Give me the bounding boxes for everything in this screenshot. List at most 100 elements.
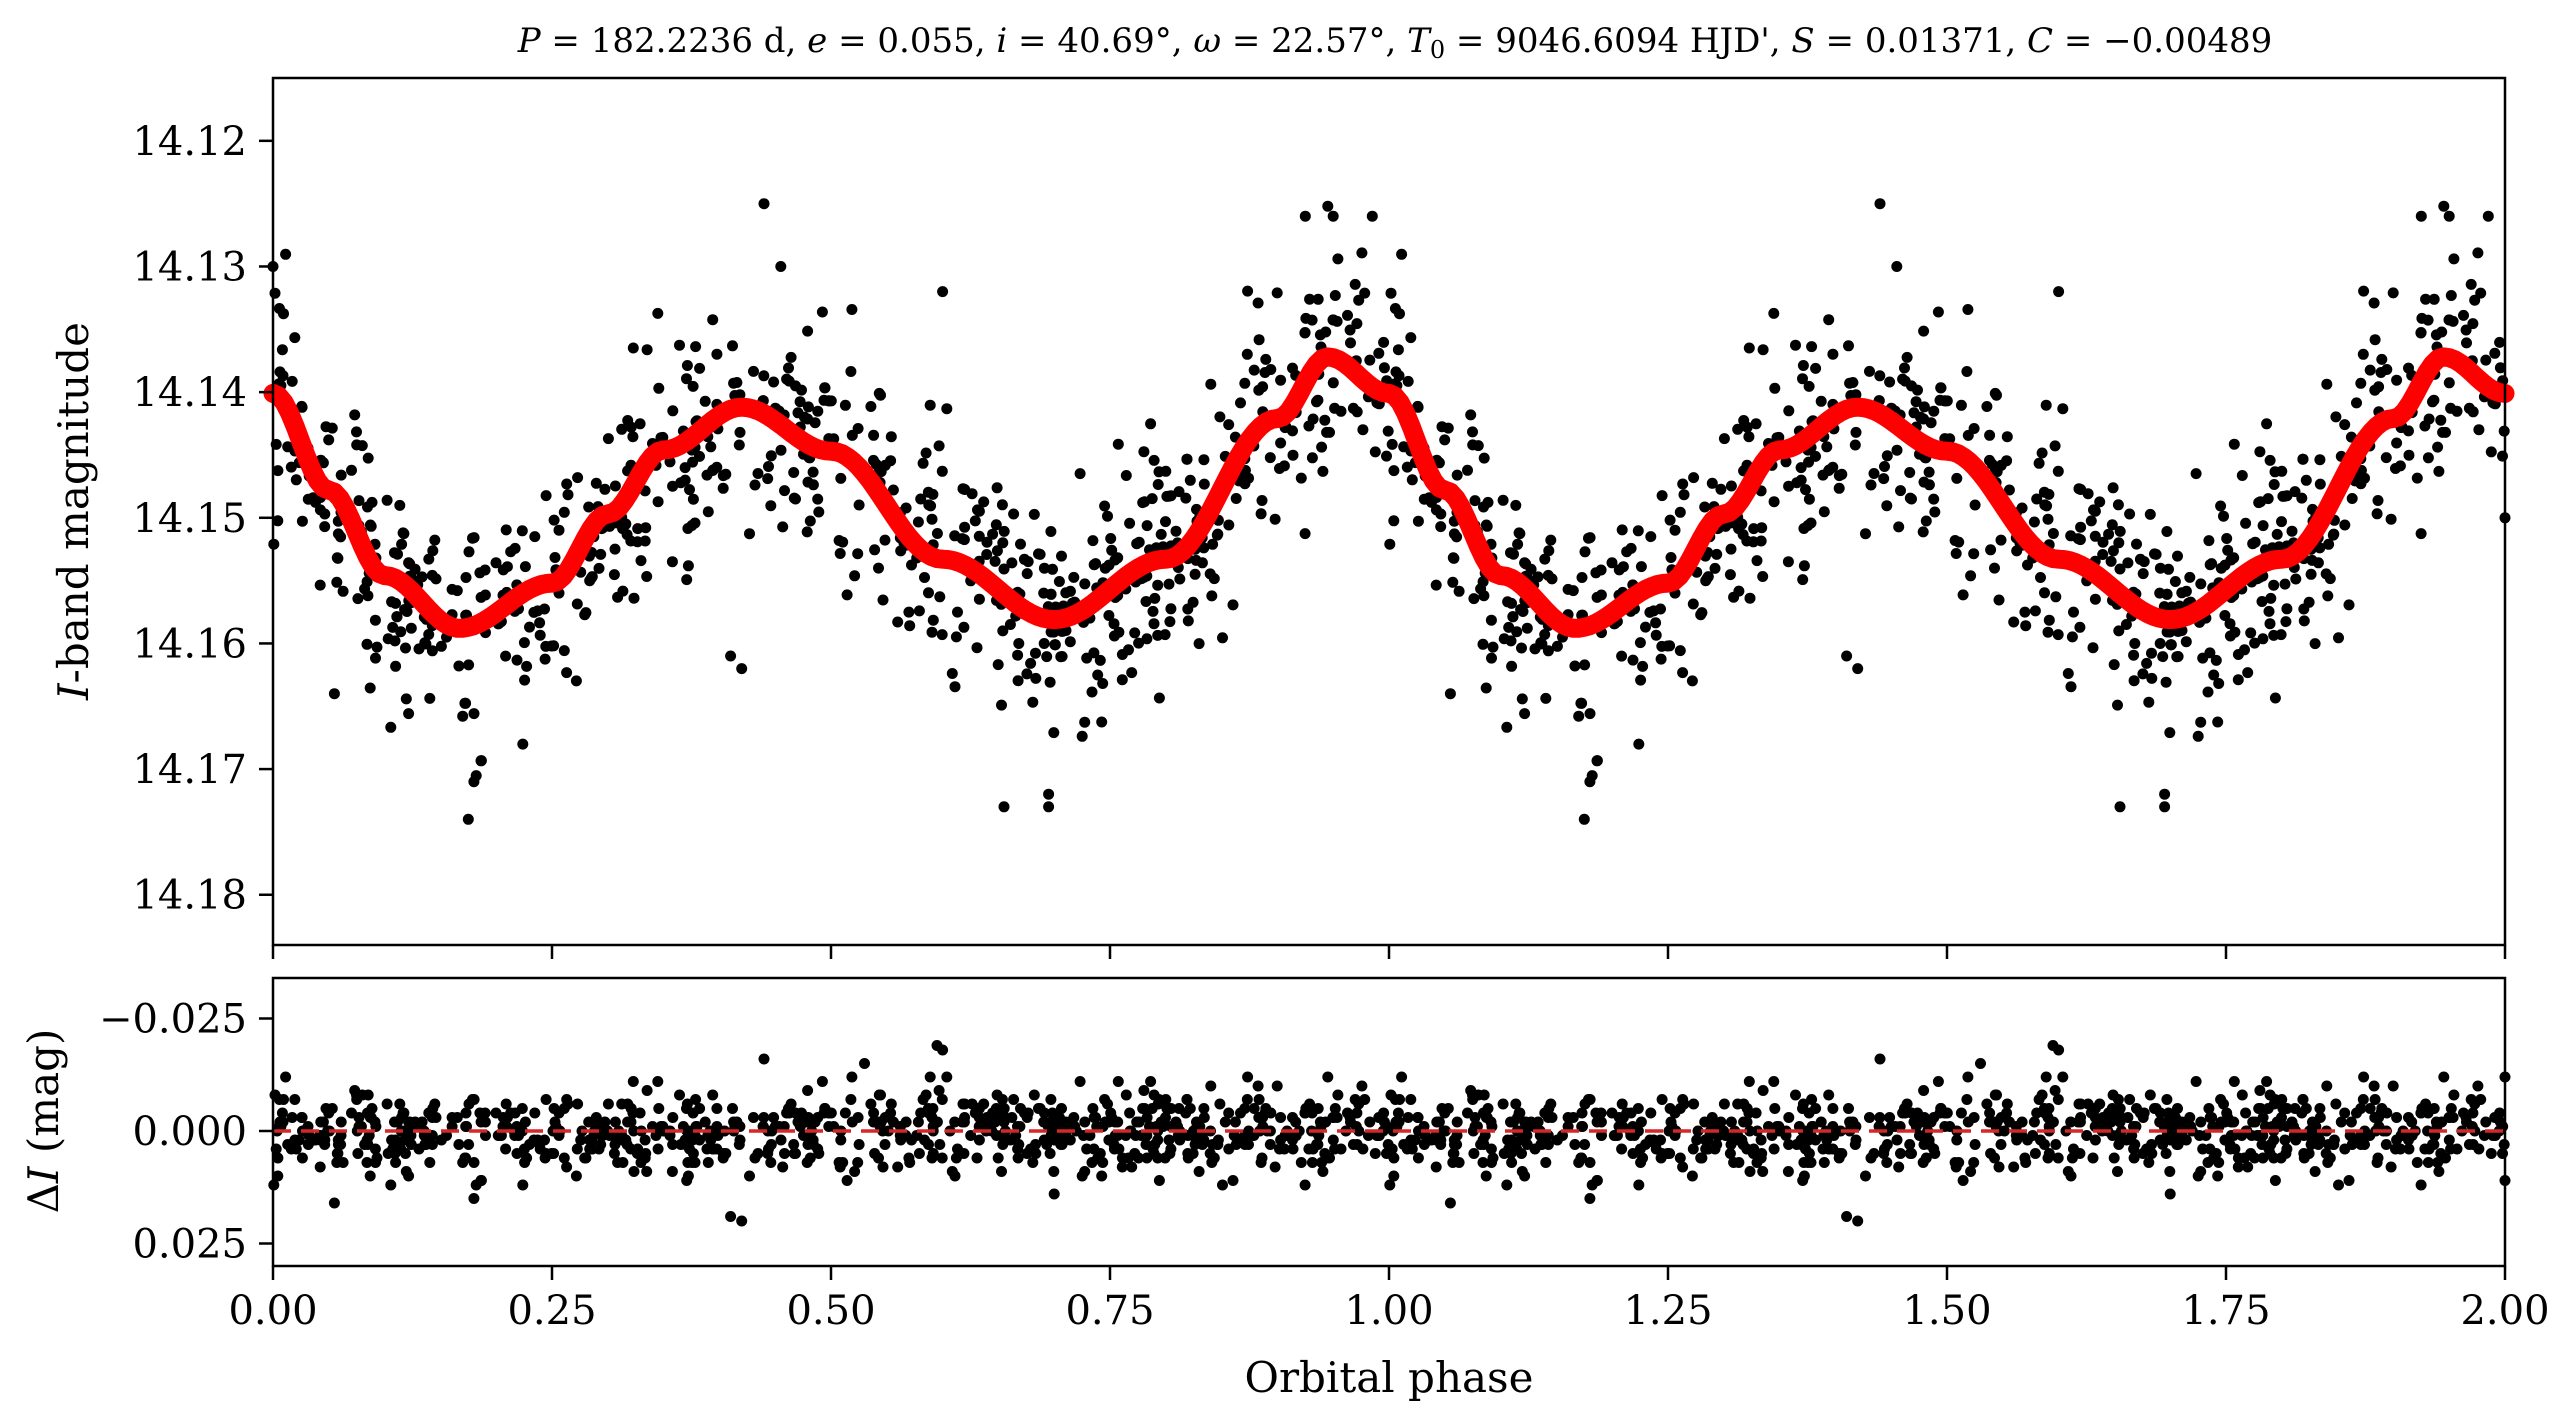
magnitude-point [2112, 699, 2123, 711]
magnitude-point [558, 506, 570, 518]
residual-point [2089, 1112, 2101, 1123]
magnitude-point [1485, 614, 1497, 626]
magnitude-point [2128, 675, 2140, 687]
magnitude-point [353, 495, 365, 507]
magnitude-point [2039, 499, 2051, 511]
magnitude-point [1635, 674, 1647, 686]
magnitude-point [1881, 500, 1893, 512]
residual-point [1885, 1121, 1897, 1132]
magnitude-point [707, 314, 719, 326]
residual-point [1480, 1170, 1492, 1182]
magnitude-point [1575, 697, 1587, 709]
magnitude-point [580, 607, 592, 619]
magnitude-point [539, 653, 551, 665]
residual-point [2039, 1139, 2050, 1150]
magnitude-point [869, 544, 881, 556]
magnitude-point [1332, 253, 1344, 265]
magnitude-point [1803, 380, 1815, 392]
residual-point [2333, 1179, 2344, 1191]
residual-point [1271, 1080, 1283, 1092]
magnitude-point [2460, 324, 2472, 336]
residual-point [1204, 1148, 1216, 1159]
magnitude-point [640, 522, 652, 534]
magnitude-point [1955, 399, 1967, 411]
magnitude-point [1160, 516, 1171, 528]
magnitude-point [391, 611, 403, 623]
residual-point [1828, 1130, 1840, 1141]
magnitude-point [2157, 651, 2169, 663]
magnitude-point [1783, 405, 1795, 417]
residual-point [1953, 1157, 1965, 1168]
magnitude-point [2314, 454, 2326, 466]
residual-point [463, 1139, 475, 1150]
residual-point [2008, 1161, 2020, 1173]
residual-point [1487, 1152, 1499, 1164]
magnitude-point [1984, 429, 1996, 441]
magnitude-outlier-point [2482, 210, 2494, 222]
residual-point [2368, 1080, 2380, 1092]
magnitude-point [2265, 592, 2277, 604]
magnitude-point [2036, 447, 2048, 459]
magnitude-point [475, 755, 487, 767]
magnitude-point [1094, 654, 1106, 666]
magnitude-point [1985, 544, 1997, 556]
residual-point [1390, 1116, 1402, 1128]
magnitude-point [548, 514, 560, 526]
residual-point [2112, 1166, 2123, 1177]
residual-outlier-point [468, 1193, 480, 1204]
magnitude-point [2380, 452, 2392, 464]
magnitude-point [2428, 293, 2440, 305]
magnitude-point [1181, 453, 1193, 465]
residual-point [1616, 1143, 1628, 1155]
residual-point [1165, 1143, 1177, 1155]
magnitude-y-label: I-band magnitude [49, 322, 98, 701]
residual-point [583, 1116, 595, 1128]
magnitude-point [1287, 449, 1299, 461]
magnitude-point [920, 447, 932, 459]
magnitude-point [389, 635, 401, 647]
residual-point [1577, 1121, 1588, 1132]
magnitude-point [1868, 468, 1880, 479]
residual-point [337, 1157, 349, 1168]
magnitude-point [1928, 405, 1940, 417]
residual-point [1732, 1098, 1744, 1110]
magnitude-point [1656, 640, 1668, 652]
magnitude-point [2224, 618, 2236, 630]
magnitude-point [1962, 429, 1974, 441]
magnitude-point [1576, 572, 1588, 583]
magnitude-point [1274, 463, 1285, 474]
magnitude-point [2303, 596, 2315, 608]
magnitude-point [1743, 342, 1755, 354]
residual-point [1744, 1125, 1756, 1137]
x-tick-label: 0.75 [1065, 1288, 1154, 1334]
magnitude-point [717, 482, 729, 494]
magnitude-point [768, 376, 780, 388]
magnitude-point [788, 467, 800, 478]
magnitude-point [2019, 606, 2031, 618]
magnitude-point [1920, 515, 1932, 527]
residual-point [2321, 1080, 2333, 1092]
residual-point [529, 1107, 541, 1119]
magnitude-outlier-point [775, 261, 787, 272]
magnitude-point [2286, 525, 2298, 537]
magnitude-point [593, 562, 605, 574]
magnitude-point [1205, 378, 1217, 390]
magnitude-point [2172, 550, 2183, 562]
magnitude-point [1013, 638, 1025, 649]
residual-point [2224, 1139, 2236, 1150]
residual-point [1955, 1107, 1967, 1119]
magnitude-point [1756, 522, 1768, 534]
residual-outlier-point [937, 1044, 949, 1056]
magnitude-point [1402, 375, 1414, 387]
residual-point [561, 1161, 573, 1173]
magnitude-point [2290, 573, 2302, 585]
residual-point [2430, 1116, 2442, 1128]
magnitude-point [1053, 576, 1065, 587]
residual-point [1388, 1170, 1400, 1182]
magnitude-point [1264, 452, 1276, 464]
residual-point [711, 1103, 723, 1114]
magnitude-point [286, 375, 298, 387]
magnitude-outlier-point [1043, 801, 1055, 813]
magnitude-point [2137, 668, 2149, 680]
